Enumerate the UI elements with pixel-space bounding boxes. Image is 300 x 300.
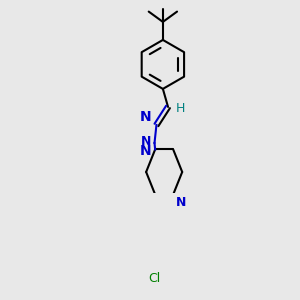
Text: N: N — [140, 110, 151, 124]
Text: N: N — [176, 196, 186, 209]
Text: N: N — [140, 144, 151, 158]
Text: N: N — [141, 134, 151, 148]
Text: H: H — [176, 102, 185, 115]
Text: Cl: Cl — [148, 272, 160, 285]
